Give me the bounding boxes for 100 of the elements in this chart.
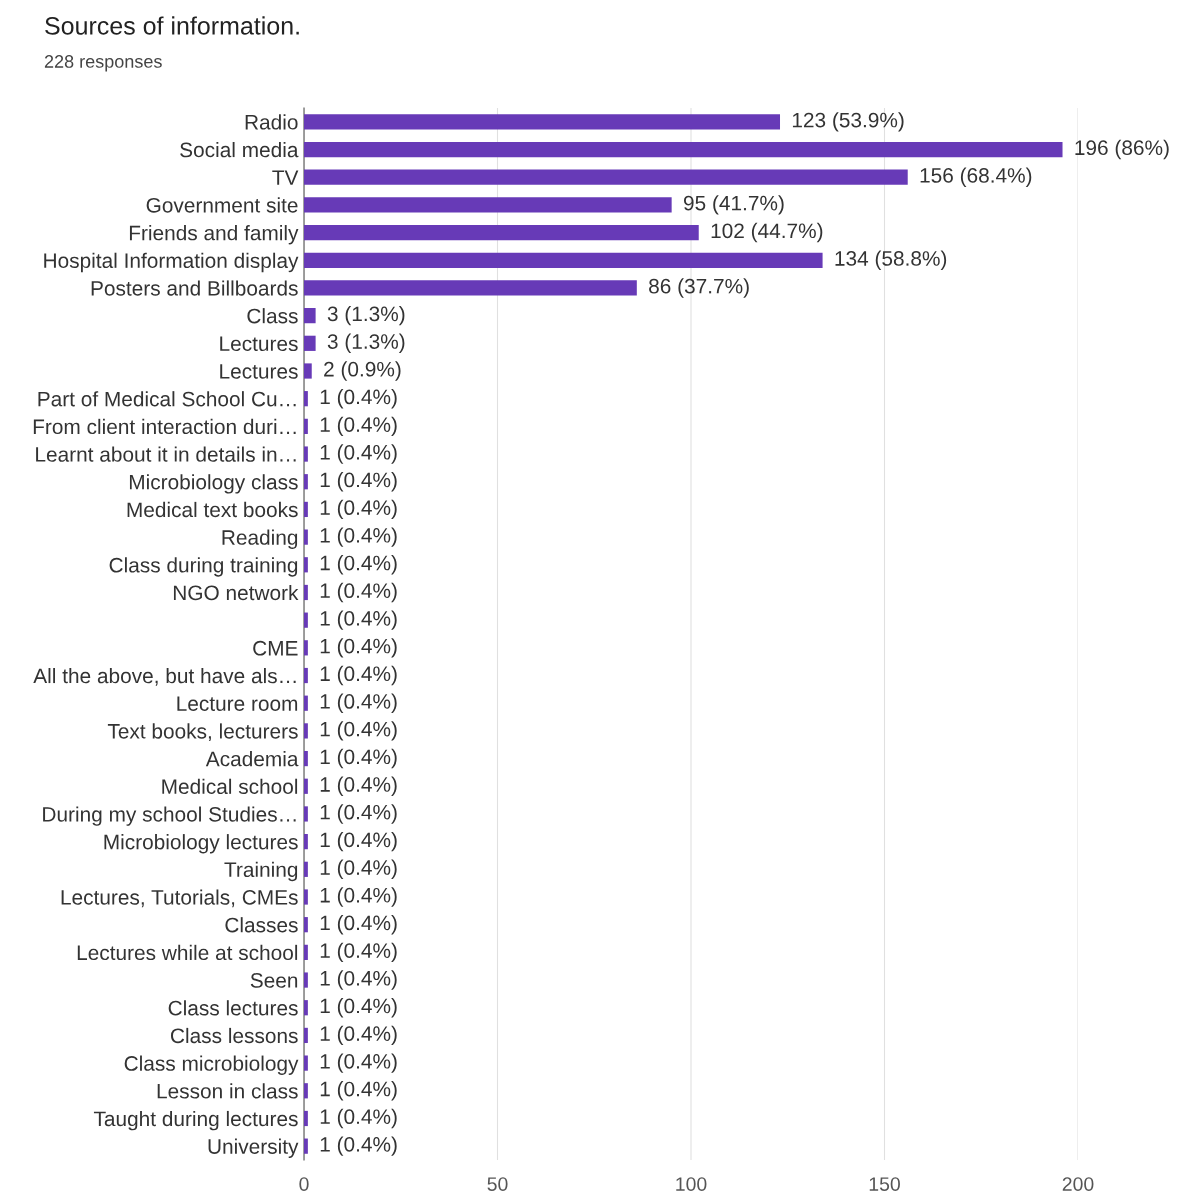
data-label: 1 (0.4%)	[320, 555, 397, 575]
data-label: 1 (0.4%)	[320, 472, 397, 492]
x-tick-label: 100	[676, 1177, 707, 1191]
bar	[304, 723, 308, 739]
bar	[304, 224, 699, 241]
data-label: 1 (0.4%)	[320, 748, 397, 769]
data-label: 1 (0.4%)	[320, 638, 397, 658]
bar	[304, 114, 781, 130]
y-tick-label: Medical school	[162, 778, 298, 795]
data-label: 1 (0.4%)	[320, 693, 397, 713]
y-tick-label: During my school Studies…	[43, 806, 296, 826]
y-tick-label: Microbiology class	[129, 474, 298, 494]
bar	[304, 418, 308, 434]
data-label: 1 (0.4%)	[320, 776, 397, 796]
bar	[304, 308, 316, 324]
y-tick-label: Class	[247, 308, 298, 324]
x-tick-label: 50	[487, 1177, 508, 1191]
bar	[304, 834, 308, 850]
y-tick-label: Medical text books	[127, 501, 298, 518]
y-tick-label: University	[208, 1138, 299, 1159]
bar	[304, 806, 308, 822]
bar	[304, 1083, 308, 1099]
y-tick-label: Class during training	[109, 557, 298, 577]
data-label: 1 (0.4%)	[320, 887, 397, 907]
bar	[304, 280, 637, 296]
bar	[304, 695, 308, 711]
y-tick-label: Radio	[245, 114, 298, 130]
y-tick-label: Friends and family	[129, 225, 299, 245]
y-tick-label: Hospital Information display	[44, 252, 299, 273]
data-label: 1 (0.4%)	[320, 804, 397, 824]
bar	[304, 889, 308, 905]
bar	[304, 1138, 308, 1154]
bar	[304, 197, 672, 213]
bar	[304, 252, 823, 268]
data-label: 134 (58.8%)	[835, 250, 947, 270]
bar	[304, 363, 312, 379]
data-label: 1 (0.4%)	[320, 1108, 397, 1129]
data-label: 95 (41.7%)	[683, 195, 784, 215]
y-tick-label: Class lectures	[168, 1000, 298, 1016]
y-tick-label: Lectures while at school	[77, 944, 298, 961]
data-label: 1 (0.4%)	[320, 499, 397, 520]
data-label: 102 (44.7%)	[711, 222, 823, 243]
x-tick-label: 0	[299, 1177, 309, 1191]
bar	[304, 750, 308, 767]
bar	[304, 584, 308, 601]
y-tick-label: Part of Medical School Cu…	[38, 391, 296, 407]
bar	[304, 391, 308, 407]
bar	[304, 778, 308, 794]
bar	[304, 944, 308, 960]
bar	[304, 1055, 308, 1071]
data-label: 123 (53.9%)	[792, 112, 904, 132]
data-label: 1 (0.4%)	[320, 914, 397, 935]
y-tick-label: Lesson in class	[157, 1083, 298, 1099]
y-tick-label: Taught during lectures	[93, 1110, 298, 1131]
data-label: 1 (0.4%)	[320, 859, 397, 880]
y-tick-label: Class lessons	[170, 1027, 298, 1044]
y-tick-label: CME	[253, 640, 298, 656]
y-tick-label: Reading	[222, 529, 298, 549]
data-label: 3 (1.3%)	[327, 305, 405, 326]
y-tick-label: From client interaction duri…	[33, 418, 296, 435]
y-tick-label: All the above, but have als…	[33, 667, 296, 686]
y-tick-label: Lectures	[220, 336, 298, 352]
data-label: 1 (0.4%)	[320, 1025, 397, 1046]
bar	[304, 1000, 308, 1016]
data-label: 1 (0.4%)	[320, 582, 397, 603]
bar	[304, 1027, 308, 1044]
data-label: 1 (0.4%)	[320, 388, 397, 409]
data-label: 1 (0.4%)	[320, 970, 397, 990]
data-label: 1 (0.4%)	[320, 1081, 397, 1101]
bar	[304, 501, 308, 518]
data-label: 1 (0.4%)	[320, 998, 397, 1018]
data-label: 1 (0.4%)	[320, 831, 397, 852]
bar	[304, 917, 308, 933]
y-tick-label: Text books, lecturers	[107, 723, 298, 742]
data-label: 1 (0.4%)	[320, 444, 397, 464]
data-label: 1 (0.4%)	[320, 416, 397, 437]
data-label: 1 (0.4%)	[320, 610, 397, 630]
text: 228 responses	[44, 55, 162, 72]
data-label: 2 (0.9%)	[324, 361, 401, 381]
y-tick-label: Classes	[225, 917, 298, 933]
y-tick-label: TV	[272, 170, 299, 185]
bar	[304, 529, 308, 545]
bar	[304, 667, 308, 684]
y-tick-label: Lectures, Tutorials, CMEs	[61, 889, 298, 908]
y-tick-label: Academia	[205, 751, 299, 767]
y-tick-label: Class microbiology	[124, 1055, 299, 1075]
bar	[304, 141, 1063, 158]
y-tick-label: Learnt about it in details in…	[36, 446, 296, 462]
data-label: 3 (1.3%)	[327, 333, 405, 354]
bar	[304, 972, 308, 988]
y-tick-label: Seen	[250, 973, 298, 988]
bar	[304, 169, 908, 185]
bar	[304, 335, 316, 351]
y-tick-label: Lectures	[220, 364, 298, 379]
y-tick-label: NGO network	[173, 584, 299, 601]
data-label: 156 (68.4%)	[920, 167, 1032, 187]
data-label: 1 (0.4%)	[320, 1053, 397, 1073]
x-tick-label: 200	[1062, 1177, 1094, 1191]
x-tick-label: 150	[869, 1177, 900, 1191]
y-tick-label: Training	[224, 861, 298, 882]
